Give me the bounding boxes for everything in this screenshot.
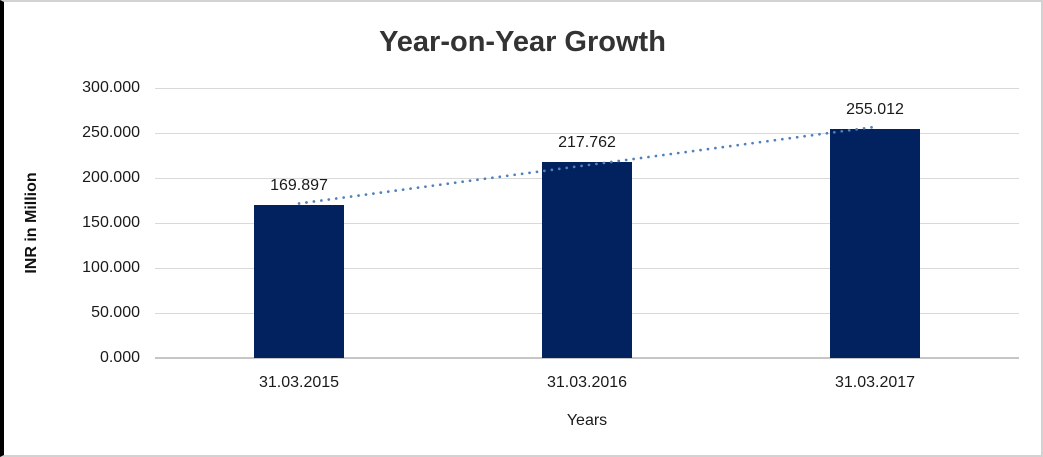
x-tick-label: 31.03.2016 [546,374,628,391]
y-tick-label: 0.000 [99,349,140,366]
y-tick-label: 150.000 [82,214,140,231]
y-tick-label: 50.000 [91,304,140,321]
bar-value-label: 217.762 [558,134,616,152]
y-tick-label: 300.000 [82,79,140,96]
y-tick-label: 200.000 [82,169,140,186]
y-tick-label: 100.000 [82,259,140,276]
gridline [155,133,1019,134]
trendline [297,125,877,205]
bar [542,162,632,358]
bar-value-label: 169.897 [270,177,328,195]
gridline [155,88,1019,89]
bar [830,128,920,358]
x-axis-title: Years [566,412,608,429]
x-axis-line [155,357,1019,359]
x-tick-label: 31.03.2017 [834,374,916,391]
plot-area: 169.897 217.762 255.012 [155,88,1019,359]
y-tick-label: 250.000 [82,124,140,141]
chart-title: Year-on-Year Growth [379,26,666,58]
bar [254,205,344,358]
bar-value-label: 255.012 [846,100,904,118]
x-tick-label: 31.03.2015 [258,374,340,391]
